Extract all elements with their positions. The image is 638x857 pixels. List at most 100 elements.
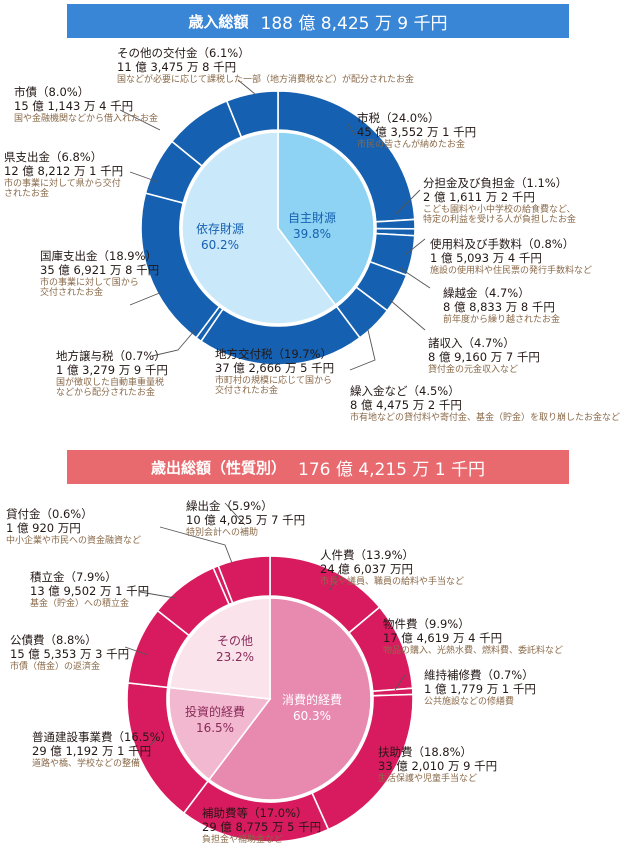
revenue-item-shoshunyu-amount: 8 億 9,160 万 7 千円 [428,349,540,364]
expenditure-item-kosaihi: 公債費（8.8%） 15 億 5,353 万 3 千円 市債（借金）の返済金 [10,633,130,672]
revenue-leader-9 [129,171,159,183]
expenditure-item-kuridashi-desc: 特別会計への補助 [186,527,259,538]
revenue-item-kurikoshi-name: 繰越金（4.7%） [443,286,530,300]
revenue-item-kokko-name: 国庫支出金（18.9%） [40,249,158,263]
revenue-item-chihokofuzei-desc: 市町村の規模に応じて国から [215,375,333,386]
expenditure-item-tsumitate-amount: 13 億 9,502 万 1 千円 [30,583,150,598]
expenditure-item-hojohi-name: 補助費等（17.0%） [202,806,308,820]
revenue-item-shoshunyu-desc: 貸付金の元金収入など [428,364,519,375]
expenditure-item-hojohi: 補助費等（17.0%） 29 億 8,775 万 5 千円 負担金や補助金など [202,806,321,845]
revenue-item-chihokofuzei-desc2: 交付されたお金 [215,386,279,397]
expenditure-item-jinkenhi-desc: 市長や議員、職員の給料や手当など [320,576,465,587]
expenditure-item-tsumitate-desc: 基金（貯金）への積立金 [30,598,130,609]
expenditure-item-futsukensetsu-amount: 29 億 1,192 万 1 千円 [32,743,152,758]
revenue-item-shizei: 市税（24.0%） 45 億 3,552 万 1 千円 市民の皆さんが納めたお金 [357,111,476,150]
revenue-item-kurire-desc: 市有地などの貸付料や寄付金、基金（貯金）を取り崩したお金など [350,412,621,423]
expenditure-item-kuridashi: 繰出金（5.9%） 10 億 4,025 万 7 千円 特別会計への補助 [186,499,306,538]
revenue-item-buntankin-name: 分担金及び負担金（1.1%） [423,176,568,190]
expenditure-banner: 歳出総額（性質別） 176 億 4,215 万 1 千円 [67,450,569,484]
revenue-item-sonota-amount: 11 億 3,475 万 8 千円 [117,59,237,74]
revenue-banner-label: 歳入総額 [188,12,249,31]
revenue-item-sonota-name: その他の交付金（6.1%） [117,46,250,60]
revenue-item-kokko-desc: 市の事業に対して国から [40,277,139,288]
expenditure-item-futsukensetsu-desc: 道路や橋、学校などの整備 [32,758,141,769]
revenue-item-shizei-name: 市税（24.0%） [357,111,440,125]
revenue-leader-11 [237,79,256,95]
expenditure-item-jinkenhi-amount: 24 億 6,037 万円 [320,561,414,576]
revenue-item-shiyoryo-desc: 施設の使用料や住民票の発行手数料など [430,265,593,276]
revenue-item-chihokofuzei-name: 地方交付税（19.7%） [215,347,333,361]
revenue-item-chihojoyo-amount: 1 億 3,279 万 9 千円 [56,362,168,377]
revenue-item-buntankin-desc: こども園料や小中学校の給食費など、 [423,204,576,215]
expenditure-item-kosaihi-name: 公債費（8.8%） [10,633,97,647]
expenditure-item-kuridashi-amount: 10 億 4,025 万 7 千円 [186,512,306,527]
expenditure-item-fujohi-amount: 33 億 2,010 万 9 千円 [378,758,498,773]
expenditure-item-kashitsuke-amount: 1 億 920 万円 [6,520,81,535]
expenditure-item-fujohi: 扶助費（18.8%） 33 億 2,010 万 9 千円 生活保護や児童手当など [378,745,498,784]
revenue-inner-pct-own: 39.8% [293,227,331,241]
revenue-inner-label-own: 自主財源 [288,210,336,225]
revenue-item-kokko: 国庫支出金（18.9%） 35 億 6,921 万 8 千円 市の事業に対して国から… [40,249,159,299]
expenditure-leader-9 [224,502,246,526]
expenditure-leader-8 [159,526,233,564]
expenditure-item-iji-amount: 1 億 1,779 万 1 千円 [424,681,536,696]
expenditure-outer-slice-9 [217,555,271,605]
expenditure-item-bukkenhi-desc: 物品の購入、光熱水費、燃料費、委託料など [383,645,564,656]
expenditure-leader-5 [149,737,159,746]
expenditure-item-tsumitate-name: 積立金（7.9%） [30,570,117,584]
revenue-inner-pct-dependent: 60.2% [201,238,239,252]
revenue-inner-slice-own [277,131,375,307]
revenue-item-shiyoryo-amount: 1 億 5,093 万 4 千円 [430,250,542,265]
expenditure-leader-2 [394,674,406,691]
expenditure-banner-amount: 176 億 4,215 万 1 千円 [298,459,485,480]
expenditure-item-bukkenhi-name: 物件費（9.9%） [383,617,470,631]
revenue-item-sonota-desc: 国などが必要に応じて課税した一部（地方消費税など）が配分されたお金 [117,74,415,85]
revenue-leader-8 [129,291,163,306]
expenditure-banner-label: 歳出総額（性質別） [151,458,287,477]
expenditure-leader-7 [139,591,176,599]
revenue-leader-4 [389,299,426,331]
expenditure-item-jinkenhi-name: 人件費（13.9%） [320,548,415,562]
revenue-item-shoshunyu: 諸収入（4.7%） 8 億 9,160 万 7 千円 貸付金の元金収入など [428,336,540,375]
expenditure-item-bukkenhi-amount: 17 億 4,619 万 4 千円 [383,630,503,645]
expenditure-item-jinkenhi: 人件費（13.9%） 24 億 6,037 万円 市長や議員、職員の給料や手当など [320,548,465,587]
expenditure-item-kashitsuke-name: 貸付金（0.6%） [6,507,93,521]
revenue-item-shoshunyu-name: 諸収入（4.7%） [428,336,515,350]
revenue-inner-label-dependent: 依存財源 [196,221,244,236]
revenue-item-kenshishutsu-desc2: されたお金 [4,189,50,200]
expenditure-item-fujohi-desc: 生活保護や児童手当など [378,773,478,784]
expenditure-inner-pct-consume: 60.3% [293,709,331,723]
revenue-item-chihojoyo-desc2: などから配分されたお金 [56,388,156,399]
revenue-item-shisai: 市債（8.0%） 15 億 1,143 万 4 千円 国や金融機関などから借入れたお… [14,85,158,124]
revenue-item-kurire: 繰入金など（4.5%） 8 億 4,475 万 2 千円 市有地などの貸付料や寄付金… [350,384,621,423]
revenue-leader-3 [399,267,431,289]
revenue-item-kurire-name: 繰入金など（4.5%） [350,384,460,398]
revenue-item-kurikoshi: 繰越金（4.7%） 8 億 8,833 万 8 千円 前年度から繰り越されたお金 [443,286,561,325]
expenditure-item-kuridashi-name: 繰出金（5.9%） [186,499,273,513]
revenue-item-shisai-amount: 15 億 1,143 万 4 千円 [14,98,134,113]
revenue-item-buntankin-amount: 2 億 1,611 万 2 千円 [423,189,535,204]
revenue-banner: 歳入総額 188 億 8,425 万 9 千円 [67,4,569,38]
revenue-item-kurire-amount: 8 億 4,475 万 2 千円 [350,397,462,412]
expenditure-item-kosaihi-amount: 15 億 5,353 万 3 千円 [10,646,130,661]
revenue-leader-2 [404,238,426,256]
revenue-item-shizei-desc: 市民の皆さんが納めたお金 [357,139,466,150]
revenue-item-shiyoryo-name: 使用料及び手数料（0.8%） [430,237,575,251]
revenue-leader-5 [349,329,376,371]
expenditure-item-bukkenhi: 物件費（9.9%） 17 億 4,619 万 4 千円 物品の購入、光熱水費、燃料費… [383,617,564,656]
expenditure-item-iji-name: 維持補修費（0.7%） [424,668,534,682]
revenue-leader-7 [151,329,196,357]
expenditure-inner-slice-invest [168,686,272,781]
revenue-inner-slice-dependent [181,131,337,325]
expenditure-item-kashitsuke: 貸付金（0.6%） 1 億 920 万円 中小企業や市民への資金融資など [6,507,142,546]
revenue-leader-1 [394,189,421,216]
expenditure-inner-pct-other: 23.2% [216,650,254,664]
revenue-banner-amount: 188 億 8,425 万 9 千円 [260,13,448,34]
expenditure-item-kashitsuke-desc: 中小企業や市民への資金融資など [6,535,142,546]
revenue-item-sonota: その他の交付金（6.1%） 11 億 3,475 万 8 千円 国などが必要に応じて… [117,46,415,85]
revenue-item-kenshishutsu-name: 県支出金（6.8%） [4,150,103,164]
revenue-item-shiyoryo: 使用料及び手数料（0.8%） 1 億 5,093 万 4 千円 施設の使用料や住民票… [430,237,593,276]
revenue-item-kurikoshi-desc: 前年度から繰り越されたお金 [443,314,561,325]
revenue-item-chihojoyo-name: 地方譲与税（0.7%） [56,349,166,363]
expenditure-item-hojohi-desc: 負担金や補助金など [202,834,284,845]
